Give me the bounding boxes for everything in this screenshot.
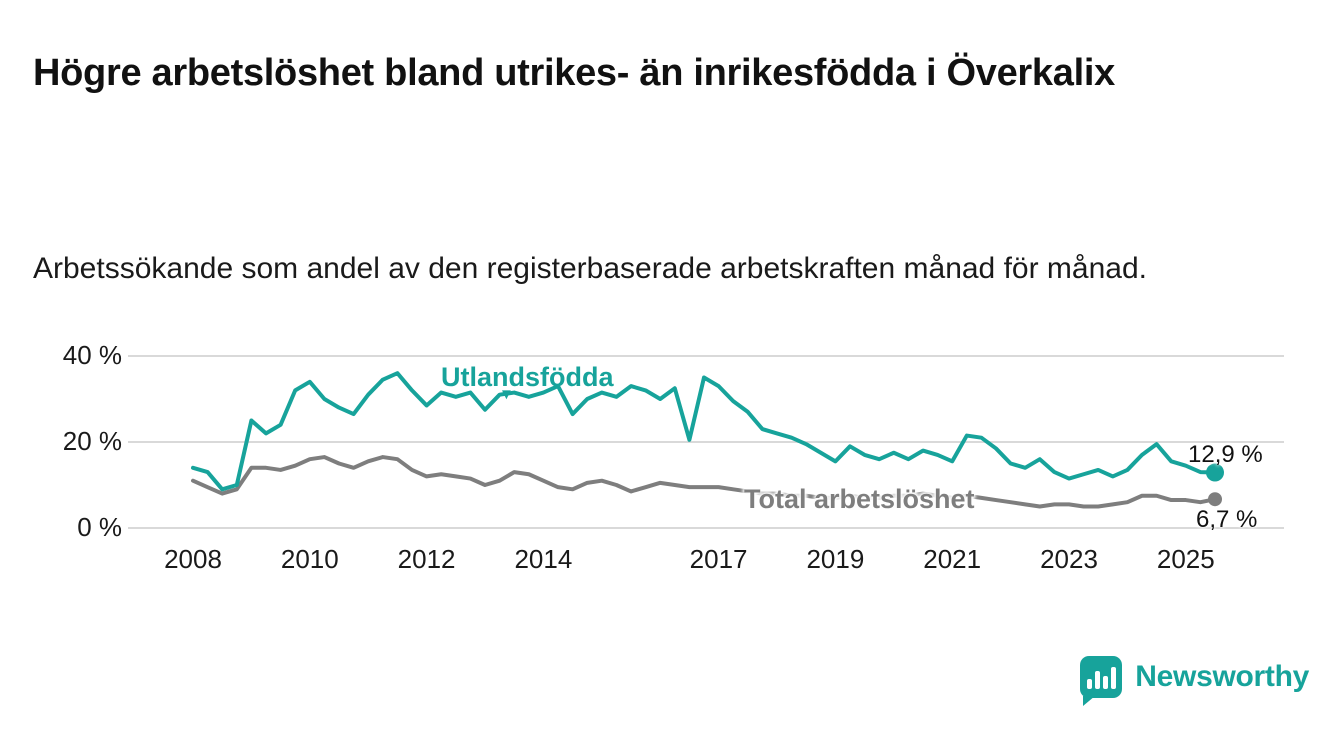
series-endpoint-total xyxy=(1208,492,1222,507)
x-axis-tick-label: 2023 xyxy=(1040,544,1098,574)
x-axis-tick-label: 2012 xyxy=(397,544,456,574)
x-axis-tick-label: 2008 xyxy=(164,544,222,574)
series-label-pointer-icon: ▼ xyxy=(499,386,514,403)
newsworthy-logo-icon xyxy=(1080,656,1123,706)
logo-bar xyxy=(1102,676,1108,689)
series-label-utlandsfodda: Utlandsfödda xyxy=(441,362,614,392)
end-value-label-total: 6,7 % xyxy=(1196,506,1258,533)
logo-bar xyxy=(1110,667,1116,689)
chart-title: Högre arbetslöshet bland utrikes- än inr… xyxy=(33,52,1115,95)
x-axis-tick-label: 2014 xyxy=(514,544,573,574)
series-line-total xyxy=(191,455,1217,509)
series-label-total-arbetsloshet: Total arbetslöshet xyxy=(744,484,975,514)
y-axis-tick-label: 40 % xyxy=(62,340,122,370)
y-axis-tick-label: 20 % xyxy=(62,426,122,456)
end-value-label-utlandsfodda: 12,9 % xyxy=(1188,441,1263,468)
x-axis-tick-label: 2010 xyxy=(280,544,339,574)
x-axis-tick-label: 2017 xyxy=(689,544,748,574)
logo-bar xyxy=(1086,679,1092,689)
newsworthy-logo: Newsworthy xyxy=(1080,656,1309,706)
x-axis-tick-label: 2021 xyxy=(923,544,982,574)
x-axis-tick-label: 2019 xyxy=(806,544,865,574)
series-line-utlandsfodda xyxy=(191,371,1217,492)
y-axis-tick-label: 0 % xyxy=(77,512,122,542)
logo-bar xyxy=(1094,671,1100,689)
chart-subtitle: Arbetssökande som andel av den registerb… xyxy=(33,252,1147,285)
series-endpoint-utlandsfodda xyxy=(1206,463,1224,482)
x-axis-tick-label: 2025 xyxy=(1156,544,1215,574)
newsworthy-logo-text: Newsworthy xyxy=(1135,660,1309,693)
